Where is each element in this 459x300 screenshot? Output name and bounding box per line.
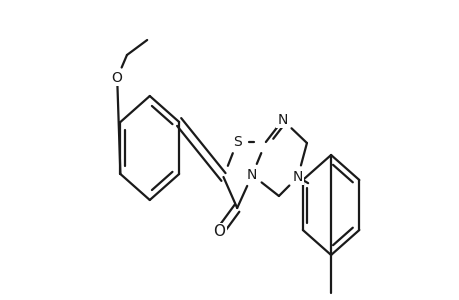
Text: O: O bbox=[112, 71, 123, 85]
Text: O: O bbox=[213, 224, 225, 239]
Text: N: N bbox=[277, 113, 287, 127]
Text: N: N bbox=[246, 168, 257, 182]
Text: S: S bbox=[232, 135, 241, 149]
Text: N: N bbox=[292, 170, 302, 184]
